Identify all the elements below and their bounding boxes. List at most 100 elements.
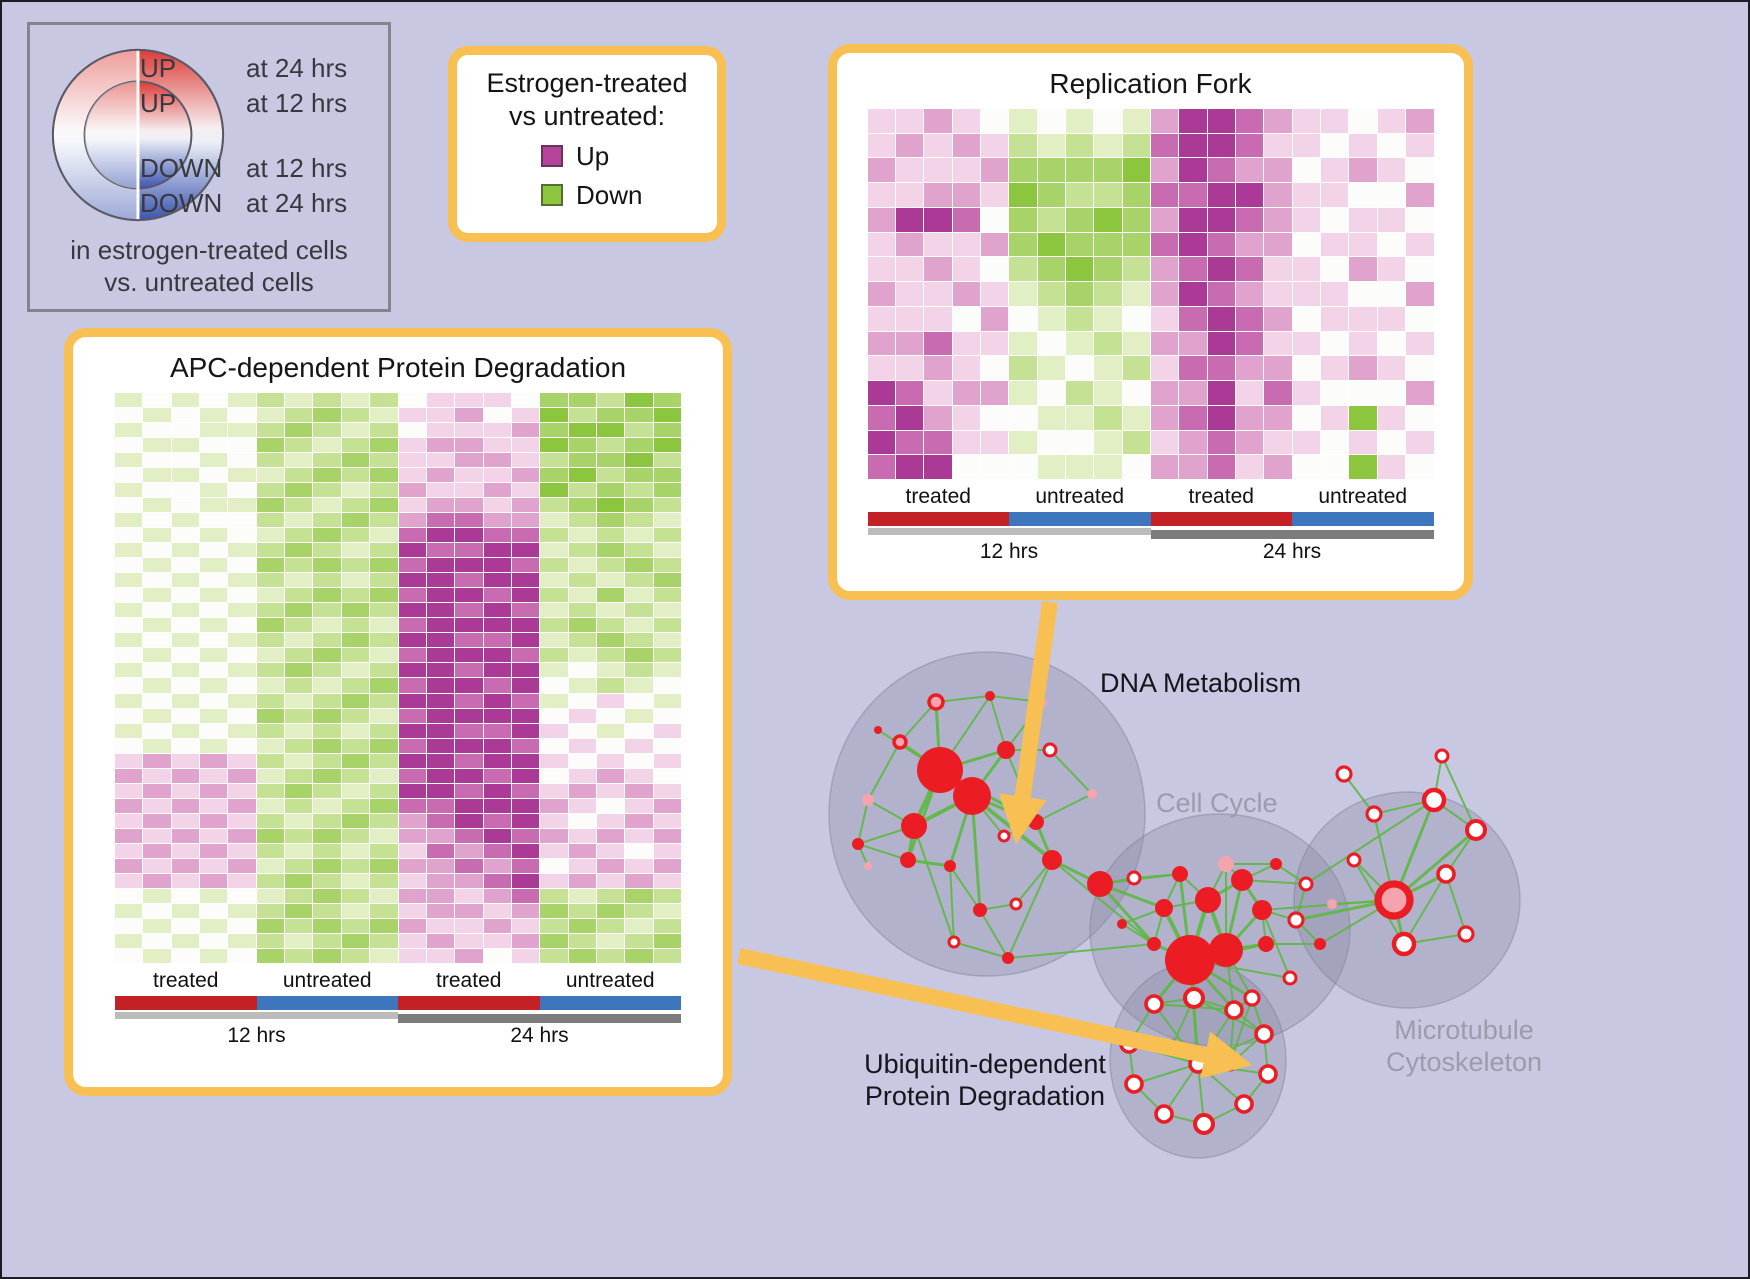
network-node-m7 [1457, 925, 1475, 943]
heatmap-cell [596, 903, 625, 918]
heatmap-cell [426, 798, 455, 813]
heatmap-cell [256, 678, 285, 693]
heatmap-cell [1207, 207, 1236, 232]
heatmap-cell [115, 843, 143, 858]
heatmap-cell [426, 738, 455, 753]
heatmap-cell [1094, 356, 1122, 381]
heatmap-cell [200, 933, 228, 948]
heatmap-cell [568, 573, 596, 588]
heatmap-cell [455, 888, 483, 903]
group-label: treated [436, 969, 502, 992]
heatmap-cell [540, 513, 568, 528]
heatmap-cell [1065, 183, 1094, 207]
heatmap-cell [426, 393, 455, 408]
heatmap-cell [426, 858, 455, 873]
heatmap-cell [398, 453, 426, 468]
heatmap-cell [1406, 257, 1434, 282]
network-edge [1403, 873, 1447, 945]
heatmap-cell [313, 858, 341, 873]
heatmap-cell [1236, 207, 1264, 232]
heatmap-cell [867, 133, 895, 158]
heatmap-cell [256, 708, 285, 723]
heatmap-cell [313, 663, 341, 678]
label-line-2: Cytoskeleton [1385, 1047, 1543, 1078]
heatmap-cell [313, 768, 341, 783]
heatmap-cell [1151, 405, 1179, 430]
network-edge [1049, 749, 1093, 795]
heatmap-cell [171, 753, 200, 768]
heatmap-cell [200, 648, 228, 663]
heatmap-cell [313, 933, 341, 948]
heatmap-cell [625, 513, 653, 528]
heatmap-cell [426, 603, 455, 618]
heatmap-cell [1377, 455, 1406, 479]
network-edge [1007, 943, 1155, 959]
heatmap-cell [511, 843, 540, 858]
heatmap-cell [398, 603, 426, 618]
heatmap-cell [596, 528, 625, 543]
heatmap-cell [143, 858, 171, 873]
heatmap-cell [426, 528, 455, 543]
time-label: 12 hrs [227, 1024, 286, 1047]
heatmap-cell [568, 813, 596, 828]
heatmap-cell [596, 648, 625, 663]
heatmap-cell [625, 408, 653, 423]
heatmap-cell [200, 543, 228, 558]
heatmap-cell [1207, 133, 1236, 158]
heatmap-cell [1377, 183, 1406, 207]
heatmap-cell [285, 618, 313, 633]
heatmap-cell [511, 813, 540, 828]
heatmap-cell [1377, 282, 1406, 306]
heatmap-cell [1151, 381, 1179, 405]
heatmap-cell [596, 678, 625, 693]
heatmap-cell [483, 918, 511, 933]
heatmap-cell [426, 903, 455, 918]
group-label: treated [905, 485, 971, 508]
heatmap-cell [1094, 133, 1122, 158]
heatmap-cell [540, 663, 568, 678]
heatmap-cell [1065, 109, 1094, 133]
heatmap-cell [341, 423, 370, 438]
heatmap-cell [228, 948, 256, 963]
heatmap-cell [511, 933, 540, 948]
heatmap-cell [1151, 282, 1179, 306]
time-label: 24 hrs [1262, 540, 1322, 563]
heatmap-cell [1406, 282, 1434, 306]
estrogen-legend-title: Estrogen-treated vs untreated: [457, 67, 717, 133]
network-edge [979, 909, 1009, 959]
heatmap-cell [483, 858, 511, 873]
heatmap-cell [171, 933, 200, 948]
heatmap-cell [455, 723, 483, 738]
network-node-d13 [973, 903, 987, 917]
heatmap-cell [1122, 405, 1150, 430]
heatmap-cell [285, 858, 313, 873]
heatmap-cell [115, 933, 143, 948]
heatmap-cell [596, 738, 625, 753]
heatmap-cell [341, 693, 370, 708]
heatmap-cell [398, 873, 426, 888]
heatmap-cell [1037, 232, 1065, 257]
heatmap-cell [370, 753, 398, 768]
heatmap-cell [455, 813, 483, 828]
heatmap-cell [653, 753, 681, 768]
network-node-m1 [1421, 787, 1447, 813]
heatmap-cell [625, 903, 653, 918]
heatmap-cell [568, 903, 596, 918]
heatmap-cell [256, 768, 285, 783]
heatmap-cell [867, 381, 895, 405]
heatmap-cell [143, 408, 171, 423]
heatmap-cell [924, 381, 952, 405]
heatmap-cell [895, 109, 924, 133]
heatmap-cell [455, 633, 483, 648]
heatmap-cell [228, 843, 256, 858]
heatmap-cell [1122, 109, 1150, 133]
heatmap-cell [455, 708, 483, 723]
heatmap-cell [625, 948, 653, 963]
heatmap-cell [540, 558, 568, 573]
heatmap-cell [228, 858, 256, 873]
heatmap-cell [370, 678, 398, 693]
heatmap-cell [568, 873, 596, 888]
heatmap-cell [1009, 183, 1037, 207]
heatmap-cell [115, 693, 143, 708]
